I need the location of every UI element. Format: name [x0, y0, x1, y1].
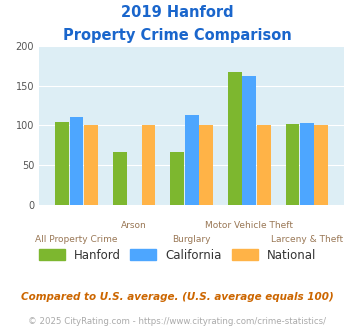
- Text: Motor Vehicle Theft: Motor Vehicle Theft: [205, 221, 293, 230]
- Bar: [315, 125, 328, 205]
- Legend: Hanford, California, National: Hanford, California, National: [34, 244, 321, 266]
- Bar: [55, 122, 69, 205]
- Bar: [170, 151, 184, 205]
- Bar: [142, 125, 155, 205]
- Text: Compared to U.S. average. (U.S. average equals 100): Compared to U.S. average. (U.S. average …: [21, 292, 334, 302]
- Bar: [257, 125, 271, 205]
- Text: All Property Crime: All Property Crime: [35, 235, 118, 244]
- Text: Burglary: Burglary: [173, 235, 211, 244]
- Text: Property Crime Comparison: Property Crime Comparison: [63, 28, 292, 43]
- Text: © 2025 CityRating.com - https://www.cityrating.com/crime-statistics/: © 2025 CityRating.com - https://www.city…: [28, 317, 327, 326]
- Bar: [84, 125, 98, 205]
- Bar: [242, 76, 256, 205]
- Text: Arson: Arson: [121, 221, 147, 230]
- Bar: [228, 72, 242, 205]
- Bar: [300, 123, 314, 205]
- Bar: [185, 115, 198, 205]
- Text: 2019 Hanford: 2019 Hanford: [121, 5, 234, 20]
- Bar: [285, 124, 299, 205]
- Bar: [70, 117, 83, 205]
- Text: Larceny & Theft: Larceny & Theft: [271, 235, 343, 244]
- Bar: [199, 125, 213, 205]
- Bar: [113, 151, 127, 205]
